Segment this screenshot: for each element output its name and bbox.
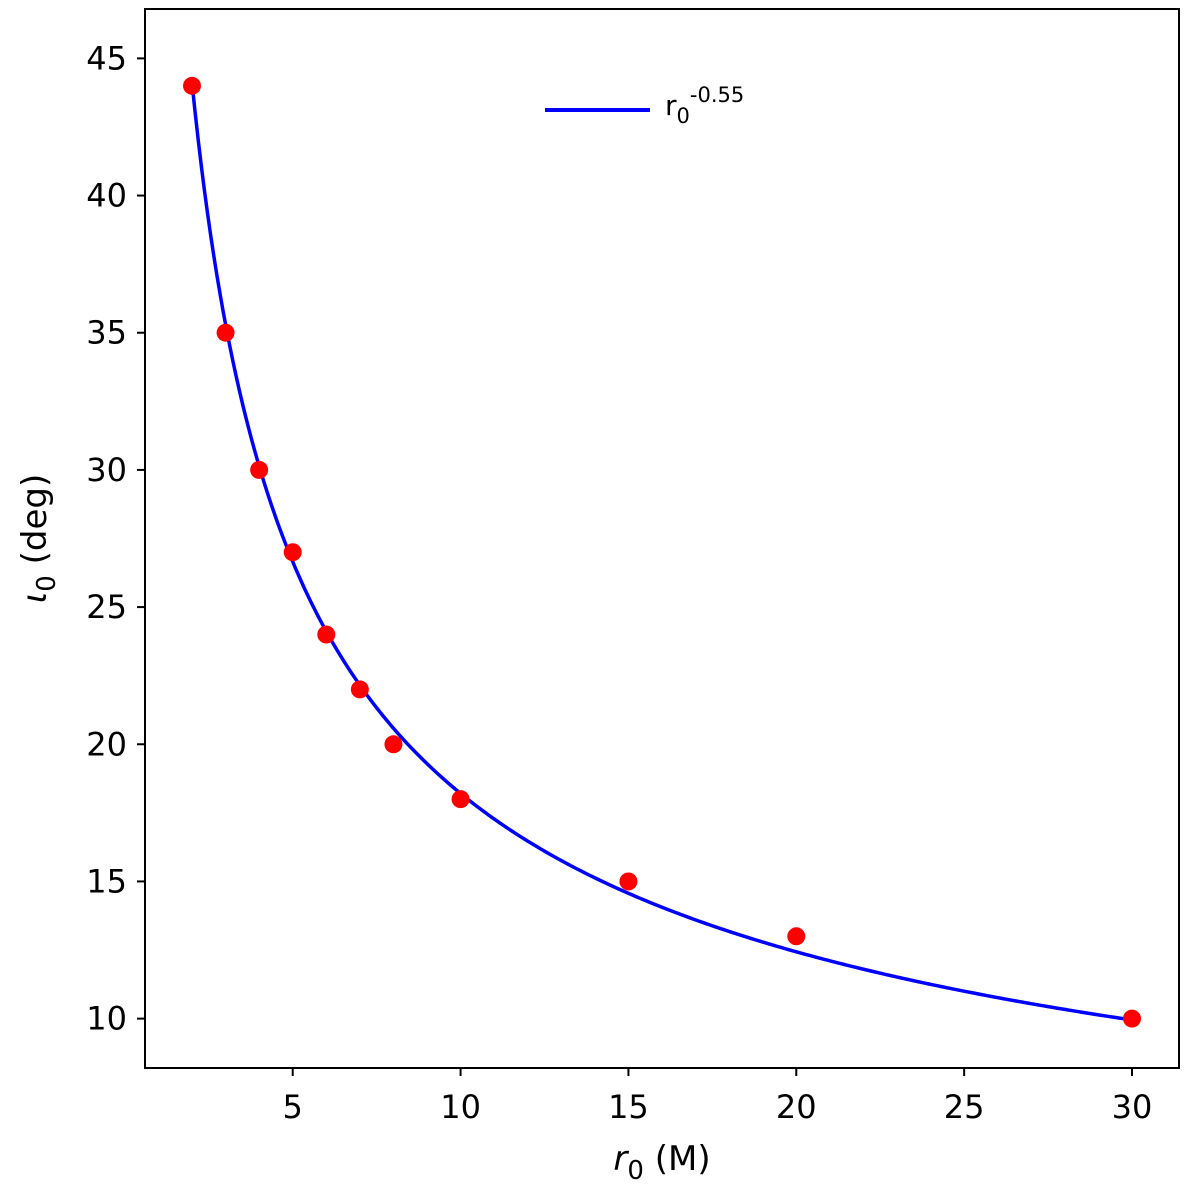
x-axis-label-subscript: 0 — [627, 1156, 644, 1186]
data-point — [350, 680, 369, 699]
data-points-layer — [183, 76, 1141, 1028]
legend-label-subscript: 0 — [677, 104, 690, 128]
y-tick-label: 45 — [86, 39, 127, 77]
plot-frame — [144, 8, 1180, 1069]
x-tick-label: 20 — [776, 1088, 817, 1126]
fit-curve-layer — [190, 82, 1133, 1022]
y-tick-label: 15 — [86, 862, 127, 900]
y-axis-label: ι0 (deg) — [15, 474, 62, 603]
x-axis-ticks: 5 10 15 20 25 30 — [283, 1068, 1153, 1126]
y-axis-label-subscript: 0 — [32, 575, 62, 592]
y-tick-label: 10 — [86, 1000, 127, 1038]
legend-label-base: r — [665, 89, 677, 122]
y-axis-label-unit: (deg) — [15, 474, 55, 575]
x-tick-label: 30 — [1112, 1088, 1153, 1126]
data-point — [216, 323, 235, 342]
legend-label-superscript: -0.55 — [690, 83, 744, 107]
x-axis-label-unit: (M) — [644, 1139, 711, 1179]
x-tick-label: 15 — [608, 1088, 649, 1126]
data-point — [787, 927, 806, 946]
x-tick-label: 25 — [944, 1088, 985, 1126]
data-point — [1123, 1009, 1141, 1028]
y-axis-ticks: 10 15 20 25 30 35 40 45 — [86, 39, 145, 1038]
data-point — [283, 543, 302, 562]
y-tick-label: 30 — [86, 451, 127, 489]
y-tick-label: 40 — [86, 177, 127, 215]
data-point — [619, 872, 638, 891]
data-point — [451, 790, 470, 809]
y-tick-label: 35 — [86, 314, 127, 352]
y-tick-label: 25 — [86, 588, 127, 626]
legend: r0-0.55 — [545, 83, 744, 128]
x-axis-label: r0 (M) — [613, 1139, 710, 1186]
y-axis-label-symbol: ι — [15, 592, 55, 604]
data-point — [250, 460, 269, 479]
fit-curve-line — [190, 82, 1133, 1022]
legend-label: r0-0.55 — [665, 83, 744, 128]
x-tick-label: 5 — [283, 1088, 303, 1126]
x-axis-label-symbol: r — [613, 1139, 629, 1179]
y-tick-label: 20 — [86, 725, 127, 763]
data-point — [317, 625, 336, 644]
x-tick-label: 10 — [440, 1088, 481, 1126]
data-point — [384, 735, 403, 754]
data-point — [183, 76, 201, 95]
